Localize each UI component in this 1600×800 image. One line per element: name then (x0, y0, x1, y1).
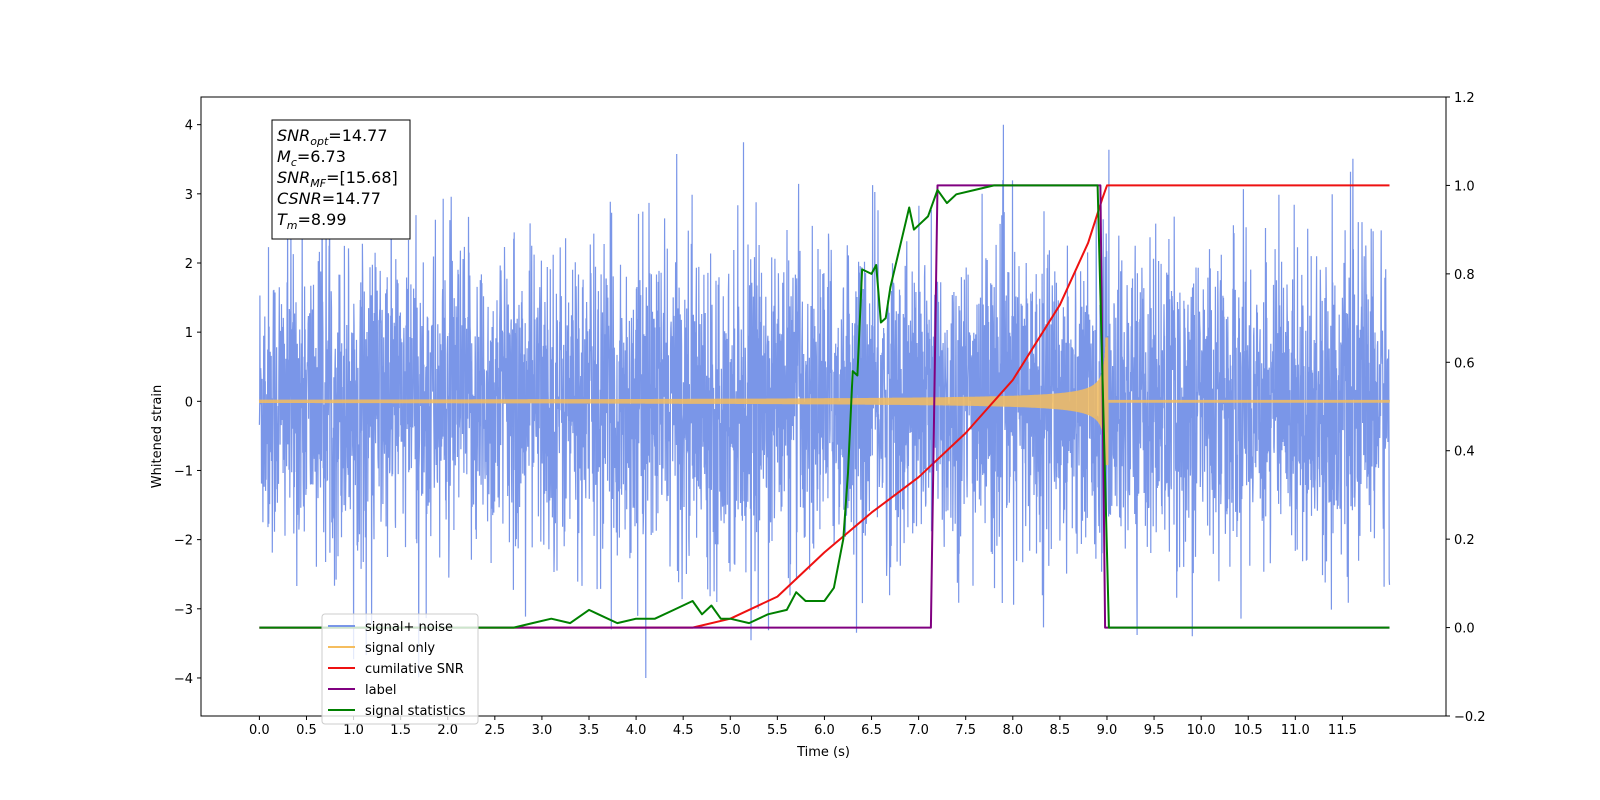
legend-label: cumilative SNR (365, 662, 464, 677)
x-tick-label: 0.0 (249, 723, 270, 738)
x-tick-label: 9.0 (1097, 723, 1118, 738)
legend-label: signal only (365, 641, 435, 656)
annotation-line: SNRMF=[15.68] (277, 168, 398, 190)
x-tick-label: 11.5 (1328, 723, 1357, 738)
y-tick-label: 2 (185, 257, 193, 272)
x-tick-label: 1.0 (343, 723, 364, 738)
y-axis-label: Whitened strain (150, 385, 165, 488)
x-tick-label: 8.0 (1002, 723, 1023, 738)
annotation-line: CSNR=14.77 (277, 189, 381, 208)
x-tick-label: 7.5 (955, 723, 976, 738)
legend-frame (321, 613, 479, 725)
x-tick-label: 2.0 (437, 723, 458, 738)
legend-label: signal statistics (365, 704, 466, 719)
series-signal-noise (258, 124, 1391, 679)
y-tick-label: 4 (185, 119, 193, 134)
x-tick-label: 6.0 (814, 723, 835, 738)
annotation-line: Mc=6.73 (277, 147, 346, 169)
y2-tick-label: 0.4 (1454, 445, 1475, 460)
y2-tick-label: 0.8 (1454, 268, 1475, 283)
annotation-frame (271, 119, 411, 240)
x-tick-label: 1.5 (390, 723, 411, 738)
axes: 0.0 0.5 1.0 1.5 2.0 2.5 3.0 3.5 4.0 4.5 5.0 5.5 6.0 6… (174, 91, 1486, 738)
y2-tick-label: 0.2 (1454, 533, 1475, 548)
series-signal-only (258, 337, 1390, 466)
annotation-box: SNRopt=14.77Mc=6.73SNRMF=[15.68]CSNR=14.… (271, 119, 411, 240)
x-tick-label: 3.0 (532, 723, 553, 738)
x-tick-label: 11.0 (1281, 723, 1310, 738)
x-tick-label: 0.5 (296, 723, 317, 738)
y-tick-label: −4 (174, 672, 193, 687)
x-tick-label: 5.5 (767, 723, 788, 738)
x-tick-label: 9.5 (1144, 723, 1165, 738)
annotation-line: SNRopt=14.77 (277, 126, 388, 148)
x-tick-label: 4.5 (673, 723, 694, 738)
y-tick-label: 3 (185, 188, 193, 203)
x-tick-label: 7.0 (908, 723, 929, 738)
x-tick-label: 4.0 (626, 723, 647, 738)
x-tick-label: 6.5 (861, 723, 882, 738)
plot-area (258, 124, 1391, 679)
y2-tick-label: 1.0 (1454, 179, 1475, 194)
x-tick-label: 5.0 (720, 723, 741, 738)
y-tick-label: 1 (185, 326, 193, 341)
x-axis-label: Time (s) (796, 745, 850, 760)
legend-label: signal+ noise (365, 620, 453, 635)
y-tick-label: 0 (185, 395, 193, 410)
y2-tick-label: 1.2 (1454, 91, 1475, 106)
y-tick-label: −2 (174, 534, 193, 549)
legend: signal+ noise signal only cumilative SNR la… (321, 613, 479, 725)
series-signal-statistics (259, 184, 1390, 629)
x-tick-label: 8.5 (1050, 723, 1071, 738)
x-tick-label: 10.5 (1234, 723, 1263, 738)
annotation-line: Tm=8.99 (277, 210, 347, 232)
x-tick-label: 2.5 (484, 723, 505, 738)
y-tick-label: −1 (174, 464, 193, 479)
y2-tick-label: 0.0 (1454, 622, 1475, 637)
plot-frame (200, 96, 1447, 717)
y-tick-label: −3 (174, 603, 193, 618)
y2-tick-label: −0.2 (1454, 710, 1486, 725)
y2-tick-label: 0.6 (1454, 356, 1475, 371)
x-tick-label: 3.5 (579, 723, 600, 738)
x-tick-label: 10.0 (1187, 723, 1216, 738)
legend-label: label (365, 683, 396, 698)
